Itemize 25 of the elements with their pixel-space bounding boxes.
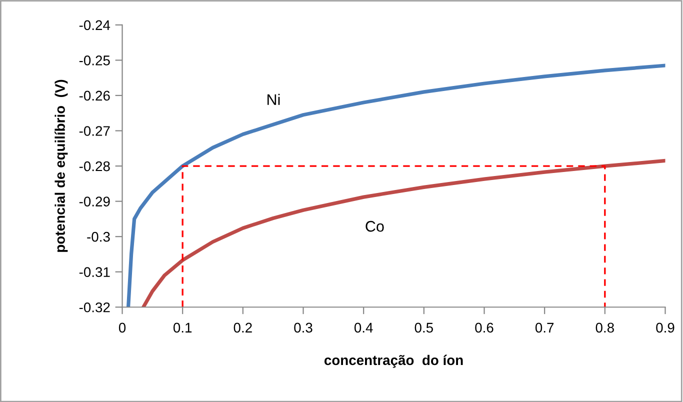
y-tick-label: -0.27 (79, 126, 110, 136)
y-tick-label: -0.31 (79, 267, 110, 278)
x-tick-label: 0.7 (535, 322, 554, 333)
line-series (142, 158, 666, 308)
y-tick-label: -0.26 (79, 90, 110, 101)
series-label: Co (366, 220, 384, 232)
y-tick-label: -0.32 (79, 302, 110, 312)
x-tick-label: 0.1 (173, 322, 192, 333)
line-series (126, 64, 666, 308)
x-tick-label: 0.9 (656, 322, 674, 333)
y-tick-label: -0.3 (87, 232, 110, 242)
y-axis-title: potencial de equilíbrio (V) (54, 80, 68, 252)
x-axis-title: concentração do íon (324, 354, 463, 368)
x-tick-label: 0.5 (414, 322, 433, 333)
y-tick-label: -0.29 (79, 196, 110, 206)
y-tick-label: -0.25 (79, 56, 110, 66)
x-tick-label: 0.2 (234, 322, 252, 333)
x-tick-label: 0 (118, 322, 126, 333)
x-tick-label: 0.8 (596, 322, 614, 333)
series-label: Ni (268, 94, 280, 105)
x-tick-label: 0.6 (475, 322, 494, 333)
y-tick-label: -0.24 (79, 20, 110, 30)
x-tick-label: 0.3 (294, 322, 312, 333)
y-tick-label: -0.28 (79, 161, 110, 172)
x-tick-label: 0.4 (354, 322, 373, 333)
